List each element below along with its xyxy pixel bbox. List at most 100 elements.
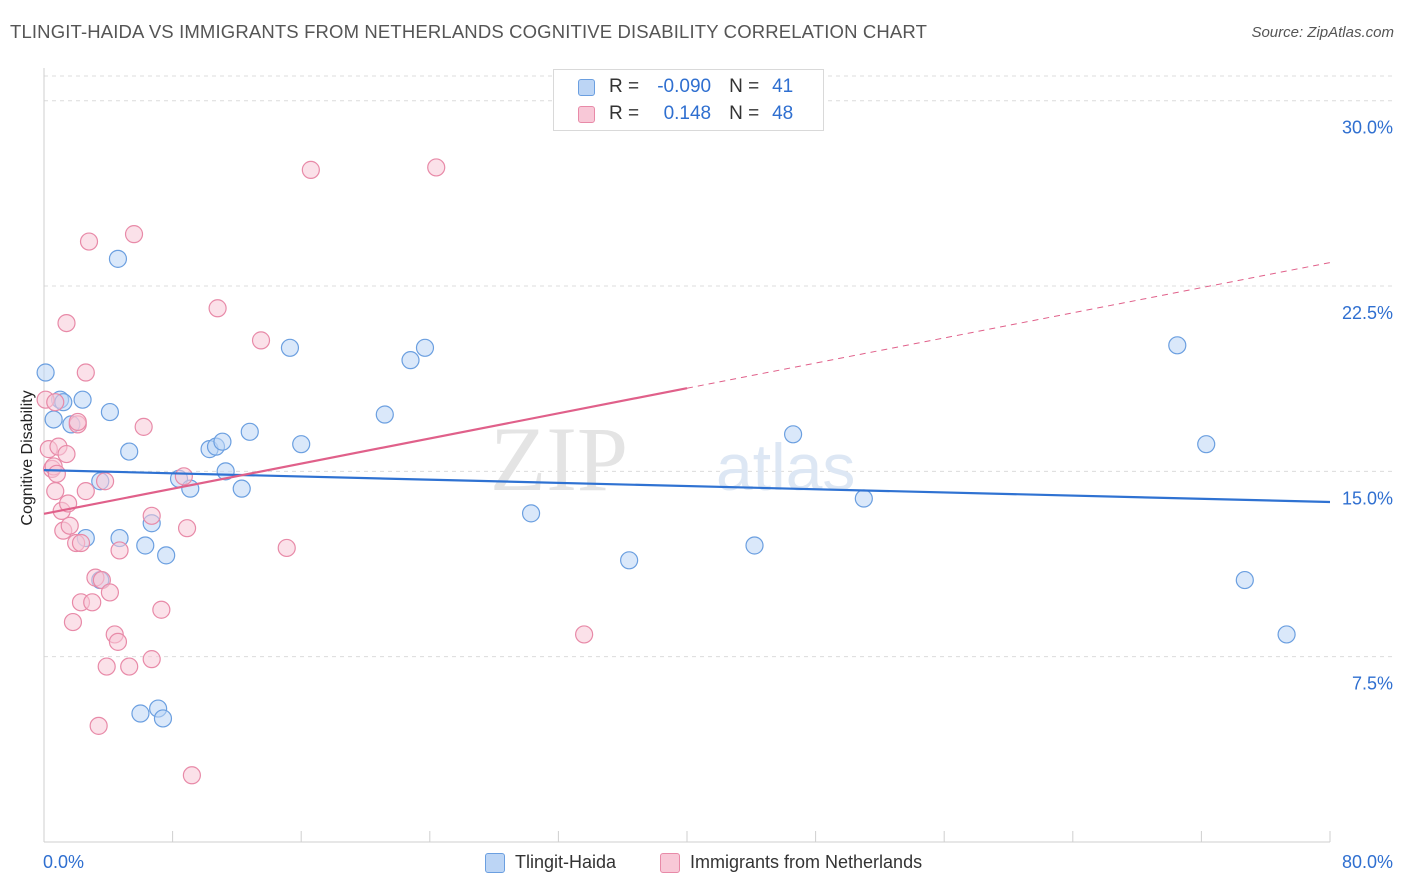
watermark: ZIP atlas (490, 408, 855, 510)
tlingit-haida-point (745, 536, 764, 555)
watermark-atlas: atlas (716, 430, 855, 504)
netherlands-point (251, 331, 271, 350)
legend-item-immigrants-netherlands: Immigrants from Netherlands (660, 852, 922, 873)
netherlands-point (47, 464, 66, 483)
tlingit-haida-point (232, 479, 251, 498)
source-label: Source: ZipAtlas.com (1251, 24, 1394, 41)
netherlands-point (68, 412, 87, 432)
netherlands-point (208, 299, 227, 318)
netherlands-point (427, 158, 446, 177)
tlingit-haida-point (1197, 435, 1216, 454)
tlingit-haida-point (157, 546, 176, 565)
netherlands-point (60, 516, 79, 535)
n-value: 41 (772, 76, 794, 97)
tlingit-haida-point (292, 435, 311, 454)
r-value: 0.148 (663, 103, 712, 124)
tlingit-haida-point (854, 489, 873, 508)
legend-label: Immigrants from Netherlands (690, 852, 923, 872)
netherlands-point (89, 716, 108, 735)
netherlands-point (134, 417, 153, 436)
netherlands-point (182, 766, 201, 785)
tlingit-haida-point (131, 704, 150, 723)
tlingit-haida-point (108, 249, 128, 268)
netherlands-point (79, 232, 99, 251)
tlingit-haida-point (280, 338, 300, 357)
netherlands-point (83, 593, 102, 612)
netherlands-point (57, 444, 76, 464)
netherlands-point (142, 506, 161, 525)
series-legend: Tlingit-Haida Immigrants from Netherland… (0, 852, 1406, 876)
pink-swatch-icon (578, 105, 595, 123)
y-tick-label: 7.5% (1352, 674, 1393, 694)
y-tick-labels: 7.5% 15.0% 22.5% 30.0% (1342, 118, 1393, 694)
netherlands-point (301, 160, 320, 179)
tlingit-haida-point (415, 338, 435, 357)
netherlands-point (95, 472, 115, 491)
tlingit-haida-point (213, 432, 232, 451)
tlingit-haida-point (783, 425, 803, 444)
tlingit-haida-point (100, 402, 120, 422)
stats-legend: R = -0.090 N = 41 R = 0.148 N = 48 (553, 69, 824, 131)
chart-title: TLINGIT-HAIDA VS IMMIGRANTS FROM NETHERL… (10, 21, 928, 42)
tlingit-haida-point (1235, 570, 1254, 590)
stats-legend-row-blue: R = -0.090 N = 41 (578, 75, 793, 99)
netherlands-point (57, 313, 76, 333)
netherlands-point (174, 467, 193, 486)
netherlands-point (76, 363, 95, 382)
y-tick-label: 22.5% (1342, 303, 1393, 323)
netherlands-point (177, 519, 197, 538)
y-tick-label: 15.0% (1342, 488, 1393, 508)
netherlands-point (142, 650, 161, 669)
netherlands-point (63, 612, 83, 632)
trend-lines (43, 262, 1331, 515)
n-value: 48 (772, 103, 794, 124)
gridlines (44, 75, 1394, 658)
r-label: R = (609, 76, 640, 97)
netherlands-point (76, 482, 95, 501)
x-tick-label-max: 80.0% (1341, 852, 1393, 872)
blue-swatch-icon (578, 78, 595, 96)
pink-swatch-icon (660, 852, 680, 873)
tlingit-haida-trend-line (43, 469, 1331, 504)
tlingit-haida-point (120, 442, 139, 461)
n-label: N = (729, 103, 760, 124)
tlingit-haida-point (240, 422, 259, 441)
data-points (36, 158, 1296, 785)
tlingit-haida-point (1277, 625, 1296, 644)
blue-swatch-icon (485, 852, 505, 873)
r-value: -0.090 (657, 76, 712, 97)
netherlands-point (100, 583, 120, 602)
netherlands-point (575, 625, 594, 644)
tlingit-haida-point (153, 709, 173, 728)
legend-label: Tlingit-Haida (515, 852, 617, 872)
tlingit-haida-point (73, 390, 92, 409)
netherlands-point (108, 632, 128, 651)
netherlands-point (71, 533, 91, 553)
netherlands-point (152, 600, 171, 619)
stats-legend-row-pink: R = 0.148 N = 48 (578, 102, 793, 126)
watermark-zip: ZIP (490, 408, 628, 510)
netherlands-point (110, 541, 129, 560)
axes (43, 68, 1331, 843)
legend-item-tlingit-haida: Tlingit-Haida (485, 852, 616, 873)
tlingit-haida-point (1168, 336, 1187, 355)
x-tick-label-min: 0.0% (43, 852, 85, 872)
netherlands-point (46, 482, 65, 501)
netherlands-point (277, 538, 296, 558)
netherlands-point (124, 225, 144, 244)
netherlands-point (120, 657, 139, 676)
n-label: N = (729, 76, 760, 97)
netherlands-trend-line (43, 387, 688, 515)
r-label: R = (609, 103, 640, 124)
tlingit-haida-point (521, 504, 541, 523)
tlingit-haida-point (401, 351, 420, 370)
netherlands-point (97, 657, 116, 676)
tlingit-haida-point (375, 405, 394, 424)
tlingit-haida-point (620, 551, 639, 570)
netherlands-point (46, 393, 65, 412)
tlingit-haida-point (136, 536, 155, 555)
y-tick-label: 30.0% (1342, 118, 1393, 138)
tlingit-haida-point (44, 410, 63, 429)
tlingit-haida-point (36, 363, 55, 382)
